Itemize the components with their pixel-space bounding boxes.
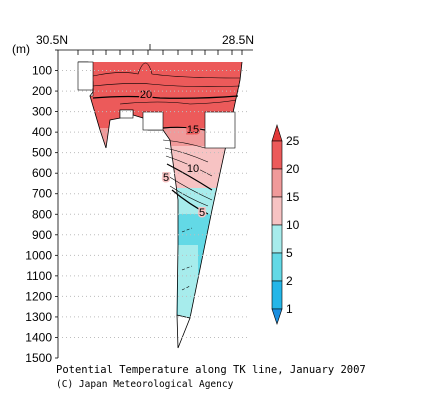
contour-lines [92,62,241,291]
colorbar-segment [271,280,283,310]
band-5-10 [78,168,242,190]
band-2-5 [78,188,242,216]
band-deep [178,245,198,318]
y-tick-label: 900 [32,228,52,242]
y-axis-unit: (m) [12,42,30,56]
y-tick-label: 700 [32,187,52,201]
colorbar-segment [271,252,283,282]
x-tick-label-start: 30.5N [36,33,68,47]
y-tick-label: 500 [32,146,52,160]
colorbar-label: 15 [286,190,300,204]
y-tick-label: 400 [32,125,52,139]
colorbar-label: 20 [286,162,300,176]
y-tick-label: 200 [32,84,52,98]
colorbar-label: 2 [286,274,293,288]
no-data-gaps [77,61,236,149]
contour-labels: 20 15 10 5 5 [138,88,206,221]
seafloor-lower [176,314,191,349]
colorbar-label: 5 [286,246,293,260]
contour-label-5-upper: 5 [163,172,169,184]
y-tick-label: 1300 [25,310,52,324]
y-tick-label: 600 [32,166,52,180]
contour-label-5-lower: 5 [199,207,205,219]
chart-credit: (C) Japan Meteorological Agency [56,379,234,390]
y-tick-label: 300 [32,105,52,119]
contour-label-10: 10 [187,163,199,175]
y-tick-label: 800 [32,207,52,221]
y-tick-label: 1500 [25,351,52,365]
colorbar-segment [271,224,283,254]
colorbar-segment [271,196,283,226]
colorbar-min-arrow [271,308,283,325]
colorbar-label: 25 [286,134,300,148]
y-tick-label: 1000 [25,248,52,262]
y-tick-label: 1200 [25,289,52,303]
colorbar-label: 10 [286,218,300,232]
band-below-2 [78,214,242,318]
y-tick-label: 1100 [26,269,52,283]
axes [55,44,253,359]
contour-label-15: 15 [187,124,199,136]
chart-title: Potential Temperature along TK line, Jan… [56,364,366,376]
colorbar: 25 20 15 10 5 2 1 [271,123,300,325]
y-tick-label: 1400 [25,330,52,344]
x-tick-label-end: 28.5N [222,33,254,47]
colorbar-segment [271,168,283,198]
colorbar-segment [271,140,283,170]
y-tick-labels: 100 200 300 400 500 600 700 800 900 1000 1100 1200 1… [25,64,52,365]
y-tick-label: 100 [32,64,52,78]
temperature-field [78,62,242,318]
colorbar-max-arrow [271,123,283,142]
colorbar-label: 1 [286,302,293,316]
